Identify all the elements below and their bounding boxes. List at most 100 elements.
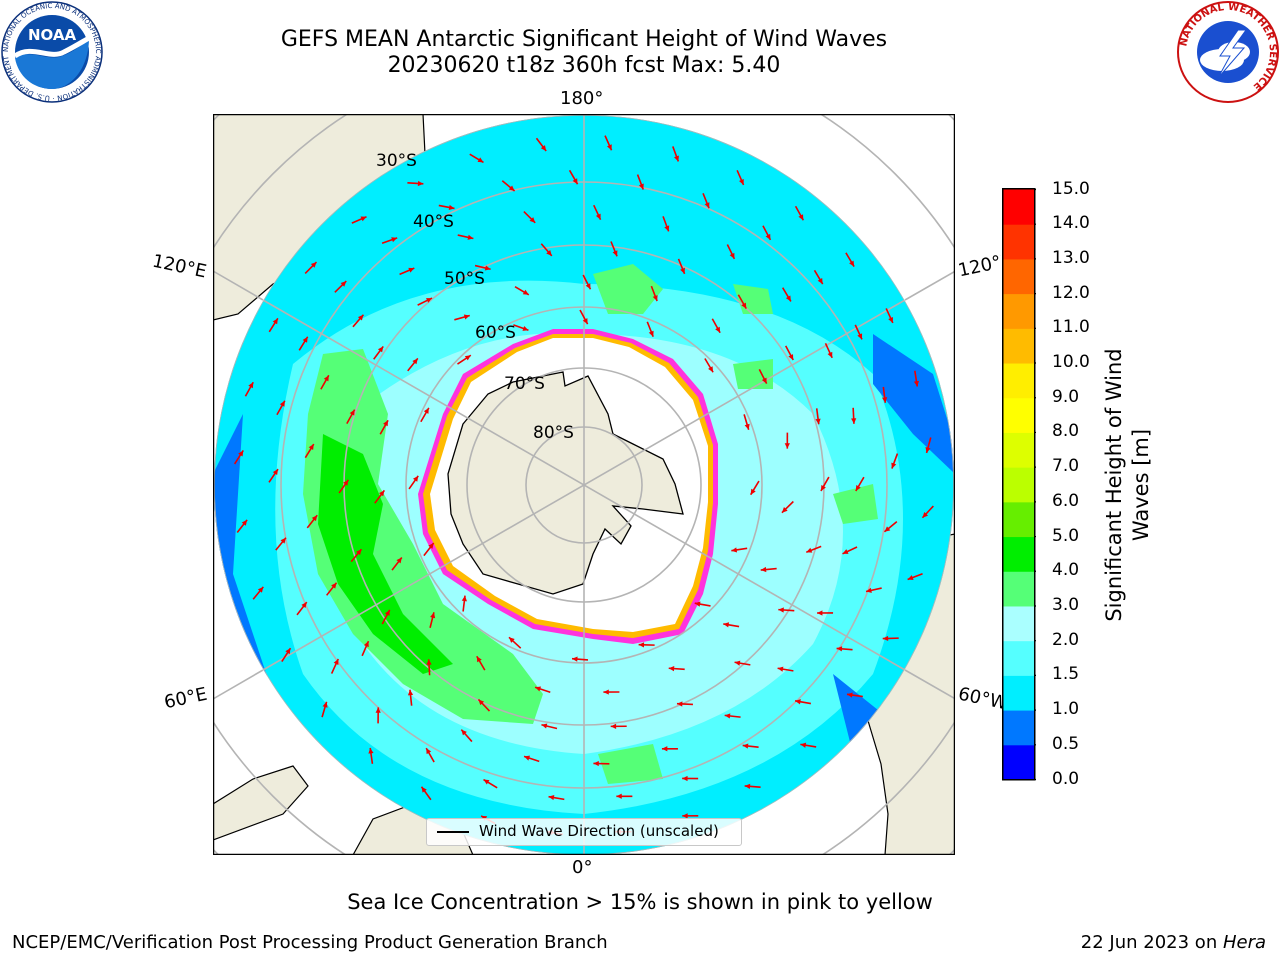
wave-arrow-head <box>384 609 390 616</box>
lon-label-60w: 60°W <box>956 683 1006 714</box>
colorbar-cell <box>1003 328 1035 364</box>
wave-arrow-head <box>360 216 367 222</box>
footer-machine: Hera <box>1222 932 1266 953</box>
wave-arrow-head <box>777 666 784 672</box>
wave-arrow-head <box>738 178 744 185</box>
wave-arrow-head <box>765 233 771 240</box>
footer-date-text: 22 Jun 2023 on <box>1080 932 1223 953</box>
nws-logo: NATIONAL WEATHER SERVICE <box>1177 1 1279 103</box>
colorbar-cell <box>1003 536 1035 572</box>
colorbar-cell <box>1003 501 1035 538</box>
lat-label-80s: 80°S <box>533 423 574 443</box>
wave-arrow-head <box>426 748 432 755</box>
wave-arrow-head <box>888 316 893 323</box>
wave-arrow-head <box>731 547 738 553</box>
wave-arrow-head <box>788 354 794 361</box>
colorbar-cell <box>1003 744 1035 780</box>
wave-arrow-head <box>428 542 434 549</box>
wave-arrow-head <box>408 267 415 273</box>
wave-arrow-head <box>761 377 767 384</box>
wave-arrow-head <box>817 610 823 616</box>
wave-arrow-head <box>638 183 644 190</box>
colorbar-tick-label: 15.0 <box>1052 178 1090 199</box>
colorbar-cell <box>1003 189 1035 225</box>
wave-arrow-head <box>430 612 436 619</box>
colorbar-tick-label: 3.0 <box>1052 594 1080 615</box>
wave-arrow-head <box>548 795 555 801</box>
wave-arrow-head <box>241 519 248 526</box>
wave-arrow-head <box>744 423 750 430</box>
wave-arrow-head <box>375 707 381 713</box>
wave-arrow-head <box>708 366 714 373</box>
colorbar-cell <box>1003 605 1035 642</box>
colorbar-tick-label: 4.0 <box>1052 560 1080 581</box>
wave-arrow-head <box>882 635 889 642</box>
colorbar-cell <box>1003 675 1035 711</box>
wave-arrow-head <box>715 326 721 333</box>
wave-arrow-head <box>729 252 735 259</box>
wave-arrow-head <box>391 237 398 243</box>
colorbar-cell <box>1003 363 1035 399</box>
lon-label-0: 0° <box>572 857 593 878</box>
wave-arrow-head <box>798 214 804 221</box>
wave-arrow-head <box>836 646 843 652</box>
sea-ice-note: Sea Ice Concentration > 15% is shown in … <box>347 890 933 914</box>
wave-arrow-head <box>913 380 920 387</box>
wave-arrow-head <box>476 656 482 663</box>
wave-arrow-head <box>585 283 591 290</box>
wave-arrow-head <box>785 295 791 302</box>
colorbar-tick-label: 7.0 <box>1052 456 1080 477</box>
wave-arrow-head <box>795 699 801 705</box>
wave-arrow-head <box>806 547 813 553</box>
wave-arrow-head <box>855 484 861 491</box>
noaa-wordmark: NOAA <box>28 26 77 44</box>
chart-subtitle: 20230620 t18z 360h fcst Max: 5.40 <box>387 53 781 78</box>
colorbar-cell <box>1003 467 1035 503</box>
wave-arrow-head <box>508 185 515 191</box>
map-frame <box>213 114 955 855</box>
lon-label-120e: 120°E <box>150 250 209 283</box>
wave-arrow-head <box>377 346 384 353</box>
colorbar-cell <box>1003 258 1035 295</box>
colorbar-cell <box>1003 293 1035 329</box>
wave-arrow-head <box>407 689 414 696</box>
wave-arrow-head <box>349 409 355 416</box>
colorbar-cell <box>1003 397 1035 433</box>
wave-arrow-head <box>664 225 670 232</box>
lon-label-120w: 120°W <box>956 251 1004 282</box>
colorbar-tick-label: 5.0 <box>1052 525 1080 546</box>
wave-arrow-head <box>572 656 578 662</box>
wave-arrow-head <box>310 262 317 268</box>
wave-arrow-head <box>546 250 552 256</box>
wave-arrow-head <box>595 213 601 220</box>
map-legend: Wind Wave Direction (unscaled) <box>426 818 742 846</box>
wave-arrow-head <box>884 526 891 532</box>
wave-arrow-head <box>412 475 419 482</box>
wave-arrow-head <box>668 665 675 672</box>
wind-wave-arrows <box>233 135 934 836</box>
wave-arrow-head <box>343 479 349 486</box>
colorbar-tick-label: 0.0 <box>1052 768 1080 789</box>
wave-arrow-head <box>778 607 784 613</box>
wave-arrow-head <box>541 723 548 729</box>
wave-arrow-head <box>925 447 931 453</box>
wave-arrow-head <box>356 549 362 556</box>
wave-arrow-head <box>842 549 849 554</box>
wave-arrow-head <box>464 355 471 361</box>
antarctica-land <box>447 371 684 595</box>
wave-arrow-head <box>308 444 314 451</box>
wave-arrow-head <box>866 587 872 593</box>
legend-line-swatch <box>437 831 469 833</box>
high-wave-region <box>303 349 543 724</box>
wave-arrow-head <box>760 566 767 573</box>
wave-arrow-head <box>922 512 929 518</box>
wave-arrow-head <box>322 701 328 708</box>
wave-arrow-head <box>593 760 599 767</box>
colorbar-tick-label: 1.0 <box>1052 699 1080 720</box>
colorbar-tick-label: 0.5 <box>1052 733 1080 754</box>
colorbar-tick-label: 9.0 <box>1052 386 1080 407</box>
lat-label-60s: 60°S <box>475 323 516 343</box>
wave-arrow-head <box>508 637 515 643</box>
wave-arrow-head <box>248 382 254 389</box>
wave-arrow-head <box>357 314 364 321</box>
